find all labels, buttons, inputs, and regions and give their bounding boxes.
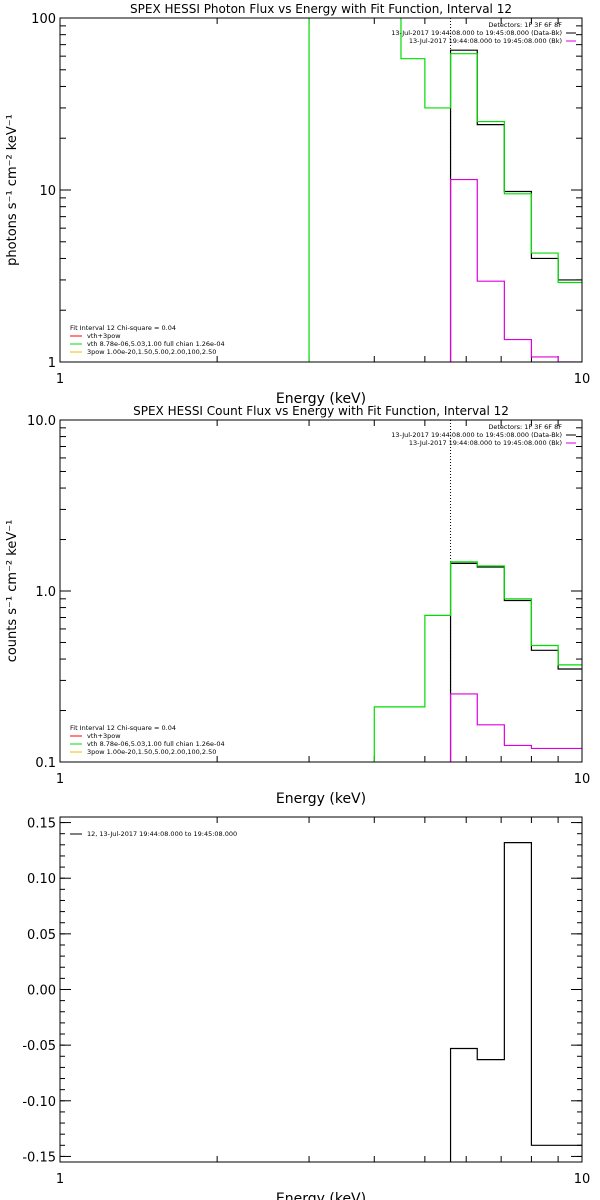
x-tick-label: 1	[56, 1172, 64, 1187]
y-tick-label: 0.15	[27, 817, 56, 832]
x-tick-label: 10	[574, 772, 591, 787]
y-tick-label: -0.15	[22, 1150, 56, 1165]
y-tick-label: 1.0	[35, 585, 56, 600]
series-1-line	[449, 841, 582, 1162]
header-line: 13-Jul-2017 19:44:08.000 to 19:45:08.000…	[391, 29, 562, 37]
header-line: Detectors: 1F 3F 6F 8F	[488, 21, 562, 29]
plot-frame	[59, 816, 583, 1163]
x-axis-label: Energy (keV)	[276, 391, 366, 407]
y-axis-label: photons s⁻¹ cm⁻² keV⁻¹	[5, 114, 20, 266]
header-line: 13-Jul-2017 19:44:08.000 to 19:45:08.000…	[391, 431, 562, 439]
legend-entry: Fit Interval 12 Chi-square = 0.04	[70, 324, 176, 332]
y-tick-label: 0.00	[27, 984, 56, 999]
legend-entry: vth 8.78e-06,5.03,1.00 full chian 1.26e-…	[87, 740, 225, 748]
y-tick-label: -0.05	[22, 1039, 56, 1054]
plot-frame	[59, 17, 583, 363]
legend-entry: 12, 13-Jul-2017 19:44:08.000 to 19:45:08…	[87, 830, 237, 838]
plot-frame	[59, 419, 583, 763]
chart-panel-3: Energy (keV) 1 10 0.15 0.10 0.05 0.00 -0.05 -0.1…	[22, 816, 591, 1200]
series-2-line	[308, 18, 582, 362]
chart-panel-1: SPEX HESSI Photon Flux vs Energy with Fi…	[5, 2, 591, 407]
y-tick-label: 100	[31, 12, 56, 27]
x-axis-label: Energy (keV)	[276, 791, 366, 807]
series-3-line	[449, 693, 582, 762]
series-1-line	[449, 49, 582, 362]
header-line: Detectors: 1F 3F 6F 8F	[488, 423, 562, 431]
chart-title: SPEX HESSI Count Flux vs Energy with Fit…	[133, 404, 509, 418]
y-tick-label: 0.1	[35, 756, 56, 771]
x-tick-label: 1	[56, 772, 64, 787]
x-tick-label: 10	[574, 1172, 591, 1187]
x-tick-label: 10	[574, 372, 591, 387]
y-axis-label: counts s⁻¹ cm⁻² keV⁻¹	[5, 520, 20, 663]
legend-entry: Fit Interval 12 Chi-square = 0.04	[70, 724, 176, 732]
y-tick-label: 10	[39, 184, 56, 199]
chart-title: SPEX HESSI Photon Flux vs Energy with Fi…	[130, 2, 512, 16]
series-2-line	[373, 561, 582, 762]
legend-entry: vth+3pow	[87, 732, 121, 740]
y-tick-label: 1	[48, 356, 56, 371]
header-line: 13-Jul-2017 19:44:08.000 to 19:45:08.000…	[409, 439, 562, 447]
x-tick-label: 1	[56, 372, 64, 387]
legend-entry: vth+3pow	[87, 332, 121, 340]
y-tick-label: 0.05	[27, 928, 56, 943]
legend-entry: 3pow 1.00e-20,1.50,5.00,2.00,100,2.50	[87, 748, 216, 756]
series-3-line	[449, 178, 582, 362]
y-tick-label: 10.0	[27, 414, 56, 429]
legend-entry: vth 8.78e-06,5.03,1.00 full chian 1.26e-…	[87, 340, 225, 348]
x-axis-label: Energy (keV)	[276, 1191, 366, 1200]
chart-panel-2: SPEX HESSI Count Flux vs Energy with Fit…	[5, 404, 591, 807]
legend-entry: 3pow 1.00e-20,1.50,5.00,2.00,100,2.50	[87, 348, 216, 356]
header-line: 13-Jul-2017 19:44:08.000 to 19:45:08.000…	[409, 37, 562, 45]
y-tick-label: -0.10	[22, 1095, 56, 1110]
y-tick-label: 0.10	[27, 872, 56, 887]
